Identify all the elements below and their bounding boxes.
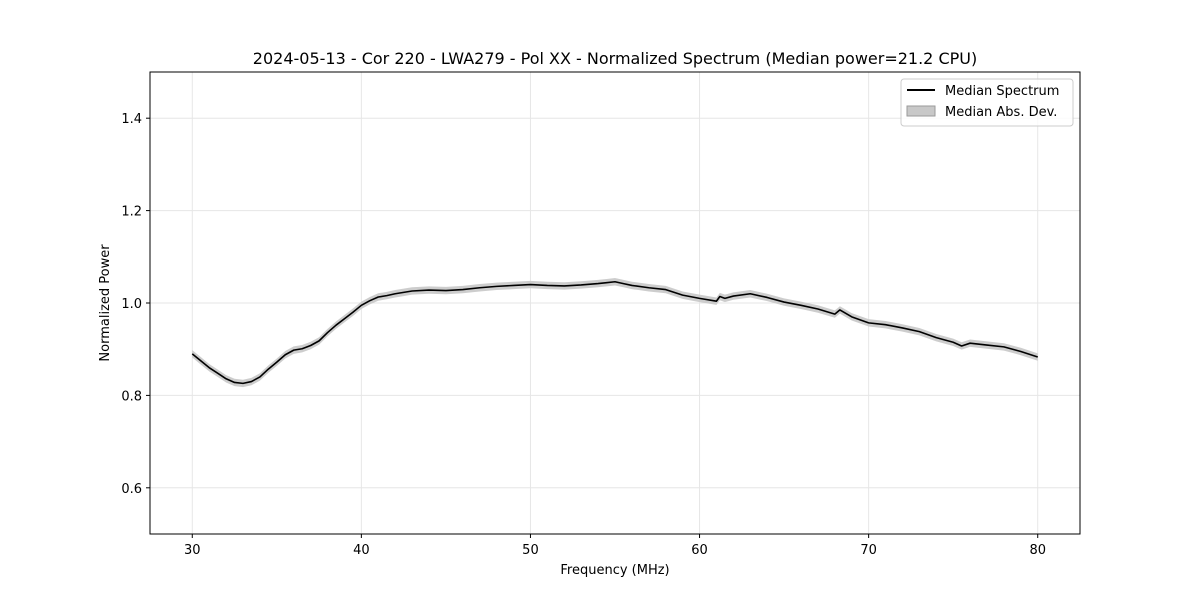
x-axis-label: Frequency (MHz) [560,563,669,578]
y-axis-label: Normalized Power [98,244,113,362]
legend-label-median-abs-dev: Median Abs. Dev. [945,105,1057,120]
x-axis-ticks: 30 40 50 60 70 80 [184,534,1046,558]
legend-label-median-spectrum: Median Spectrum [945,84,1059,99]
x-tick-label: 50 [522,543,539,558]
legend-band-swatch [906,105,936,117]
y-tick-label: 1.4 [121,112,142,127]
x-tick-label: 80 [1029,543,1046,558]
x-tick-label: 40 [353,543,370,558]
x-tick-label: 60 [691,543,708,558]
legend: Median Spectrum Median Abs. Dev. [900,78,1074,127]
legend-box [900,78,1074,127]
mad-band-layer [192,278,1038,388]
chart-title: 2024-05-13 - Cor 220 - LWA279 - Pol XX -… [253,49,977,68]
x-tick-label: 30 [184,543,201,558]
y-tick-label: 0.8 [121,389,142,404]
x-tick-label: 70 [860,543,877,558]
mad-band [192,278,1038,388]
median-line-layer [191,280,1038,385]
y-axis-ticks: 0.6 0.8 1.0 1.2 1.4 [121,112,150,497]
median-spectrum-line [191,280,1038,385]
grid [150,72,1080,534]
y-tick-label: 0.6 [121,482,142,497]
y-tick-label: 1.2 [121,205,142,220]
y-tick-label: 1.0 [121,297,142,312]
